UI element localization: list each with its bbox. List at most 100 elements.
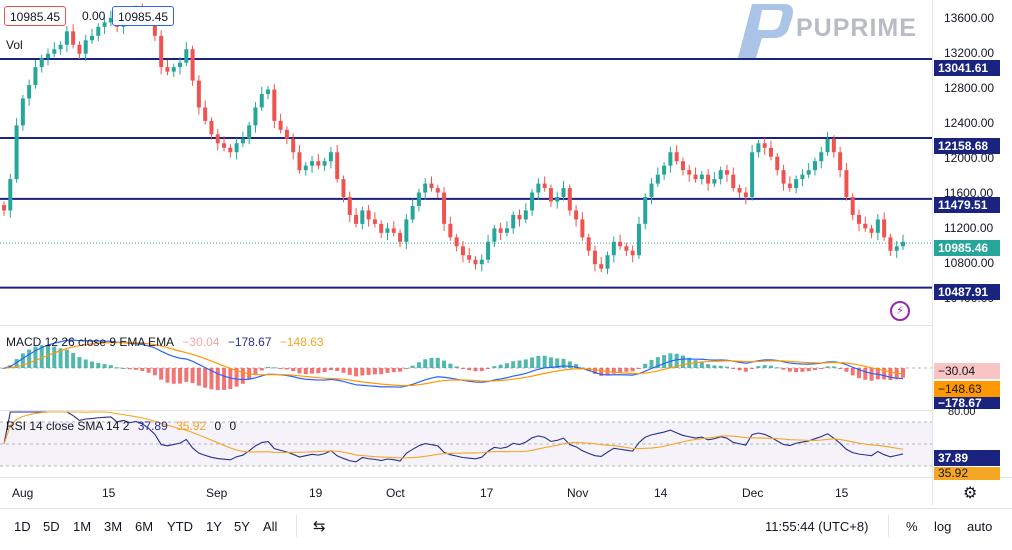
percent-scale-toggle[interactable]: % <box>906 519 918 534</box>
price-axis-label: 11200.00 <box>944 221 994 235</box>
date-range-icon[interactable]: ⇆ <box>313 518 326 535</box>
candle-body <box>310 161 315 166</box>
timeframe-1d[interactable]: 1D <box>14 519 31 534</box>
candle-body <box>624 246 629 251</box>
candle-body <box>869 228 874 233</box>
macd-hist-bar <box>134 368 139 370</box>
macd-hist-bar <box>165 368 170 383</box>
candle-body <box>159 35 164 68</box>
timeframe-6m[interactable]: 6M <box>135 519 154 534</box>
change-value: 0.00 <box>82 9 106 23</box>
date-label: 19 <box>309 486 323 500</box>
price-axis-label: 13200.00 <box>944 46 995 60</box>
macd-hist-bar <box>643 363 648 368</box>
macd-hist-bar <box>781 368 786 370</box>
macd-hist-bar <box>52 346 57 368</box>
timeframe-5d[interactable]: 5D <box>43 519 60 534</box>
macd-hist-bar <box>693 360 698 368</box>
macd-hist-bar <box>140 368 145 371</box>
candle-body <box>699 174 704 180</box>
candle-body <box>90 35 95 41</box>
macd-hist-bar <box>360 368 365 376</box>
timeframe-ytd[interactable]: YTD <box>167 519 193 534</box>
macd-hist-bar <box>335 368 340 372</box>
rsi-legend: RSI 14 close SMA 14 2 37.89 35.92 0 0 <box>6 419 241 433</box>
last-price-tag: 10985.46 <box>934 240 1000 256</box>
log-scale-toggle[interactable]: log <box>934 519 952 534</box>
rsi-sma-value: 35.92 <box>176 419 207 433</box>
macd-hist-bar <box>234 368 239 387</box>
candle-body <box>800 174 805 180</box>
macd-hist-bar <box>442 360 447 368</box>
macd-hist-value: −30.04 <box>182 335 220 349</box>
macd-hist-bar <box>618 368 623 373</box>
candle-body <box>228 147 233 153</box>
candle-body <box>341 179 346 198</box>
lightning-icon[interactable]: ⚡ <box>890 301 910 321</box>
macd-hist-bar <box>27 349 32 368</box>
timeframe-1m[interactable]: 1M <box>73 519 92 534</box>
macd-hist-bar <box>517 360 522 368</box>
macd-hist-bar <box>460 368 465 369</box>
candle-body <box>39 58 44 68</box>
candle-body <box>825 138 830 153</box>
candle-body <box>643 197 648 224</box>
candle-body <box>586 237 591 251</box>
candle-body <box>479 259 484 265</box>
macd-hist-bar <box>20 353 25 368</box>
candle-body <box>888 237 893 251</box>
candle-body <box>875 219 880 233</box>
macd-hist-bar <box>561 358 566 368</box>
candle-body <box>894 246 899 251</box>
macd-hist-bar <box>662 355 667 368</box>
macd-hist-bar <box>567 361 572 368</box>
macd-hist-bar <box>768 365 773 368</box>
date-label: 14 <box>654 486 668 500</box>
macd-line-tag: −178.67 <box>934 397 1000 409</box>
timeframe-all[interactable]: All <box>263 519 278 534</box>
macd-hist-bar <box>718 365 723 368</box>
candle-body <box>599 264 604 269</box>
date-label: Sep <box>206 486 228 500</box>
candle-body <box>278 120 283 130</box>
macd-hist-bar <box>819 368 824 369</box>
macd-hist-bar <box>479 368 484 372</box>
macd-hist-bar <box>492 366 497 368</box>
candle-body <box>706 174 711 184</box>
macd-hist-bar <box>838 368 843 369</box>
date-label: Dec <box>742 486 764 500</box>
macd-hist-bar <box>706 364 711 368</box>
date-label: 15 <box>835 486 849 500</box>
candle-body <box>636 223 641 256</box>
candle-body <box>611 241 616 256</box>
macd-hist-bar <box>743 368 748 372</box>
macd-hist-bar <box>882 368 887 380</box>
macd-hist-bar <box>46 345 51 368</box>
auto-scale-toggle[interactable]: auto <box>967 519 993 534</box>
candle-body <box>184 49 189 63</box>
candle-body <box>322 161 327 166</box>
candle-body <box>171 67 176 72</box>
rsi-zero-1: 0 <box>214 419 222 433</box>
candle-body <box>416 192 421 206</box>
timeframe-3m[interactable]: 3M <box>104 519 123 534</box>
candle-body <box>423 183 428 193</box>
candle-body <box>548 188 553 202</box>
candle-body <box>316 161 321 166</box>
candle-body <box>335 152 340 180</box>
candle-body <box>486 241 491 260</box>
macd-hist-bar <box>504 363 509 368</box>
timeframe-5y[interactable]: 5Y <box>234 519 250 534</box>
macd-hist-bar <box>473 368 478 372</box>
candle-body <box>222 143 227 148</box>
candle-body <box>303 165 308 171</box>
volume-label: Vol <box>6 38 23 52</box>
macd-hist-bar <box>844 368 849 372</box>
settings-gear-icon[interactable]: ⚙ <box>963 485 978 502</box>
macd-hist-bar <box>108 365 113 368</box>
puprime-logo-icon <box>738 4 794 63</box>
candle-body <box>215 134 220 144</box>
timeframe-1y[interactable]: 1Y <box>206 519 222 534</box>
candle-body <box>605 255 610 269</box>
